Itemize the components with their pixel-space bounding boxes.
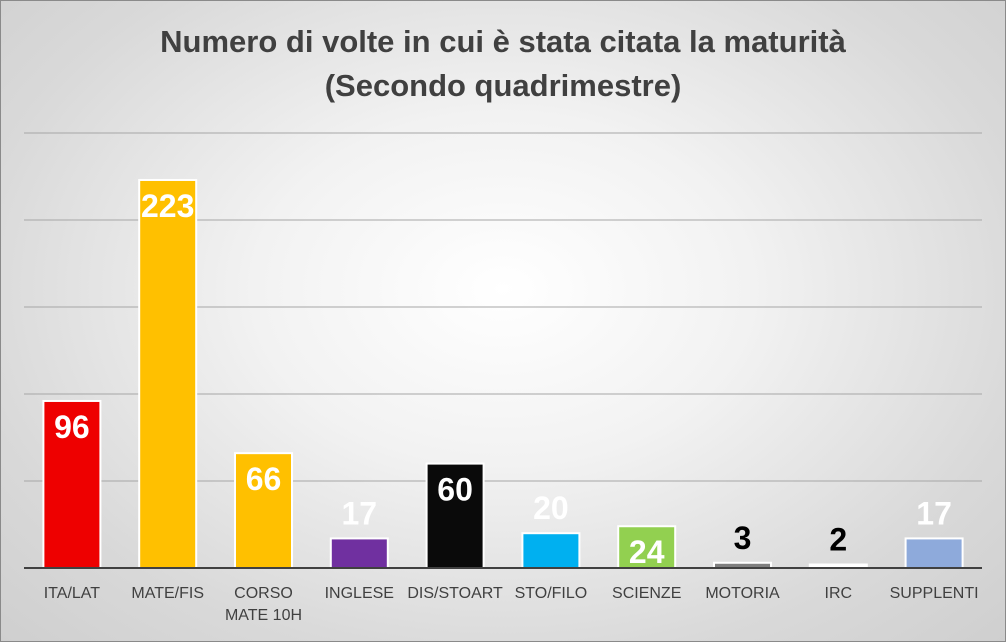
bar: [425, 462, 485, 570]
bar: [42, 399, 102, 569]
bar: [138, 178, 198, 569]
bar: [617, 525, 677, 569]
bar-value-label: 20: [533, 490, 569, 526]
chart-title-line-2: (Secondo quadrimestre): [324, 68, 682, 103]
bar: [904, 537, 964, 569]
bar-value-label: 66: [246, 461, 282, 497]
x-tick-label: MOTORIA: [705, 585, 780, 602]
x-tick-label: INGLESE: [325, 585, 394, 602]
x-tick-label: SUPPLENTI: [890, 585, 979, 602]
bar-value-label: 3: [734, 520, 752, 556]
x-tick-label: STO/FILO: [515, 585, 588, 602]
x-tick-label: IRC: [825, 585, 853, 602]
bar-value-label: 17: [342, 495, 378, 531]
x-tick-label: CORSO MATE 10H: [225, 585, 302, 624]
bar-value-label: 60: [437, 472, 473, 508]
x-tick-label: SCIENZE: [612, 585, 681, 602]
bar-value-label: 96: [54, 409, 90, 445]
bar-value-label: 2: [829, 522, 847, 558]
x-tick-label: MATE/FIS: [131, 585, 204, 602]
chart-title: Numero di volte in cui è stata citata la…: [0, 20, 1006, 108]
chart-title-line-1: Numero di volte in cui è stata citata la…: [160, 24, 846, 59]
bar: [329, 537, 389, 569]
x-tick-label: ITA/LAT: [44, 585, 101, 602]
bar-value-label: 223: [141, 188, 194, 224]
bar: [521, 532, 581, 570]
x-tick-label: DIS/STOART: [407, 585, 503, 602]
bar-value-label: 17: [916, 495, 952, 531]
bar-value-label: 24: [629, 534, 665, 570]
bar: [234, 452, 293, 569]
